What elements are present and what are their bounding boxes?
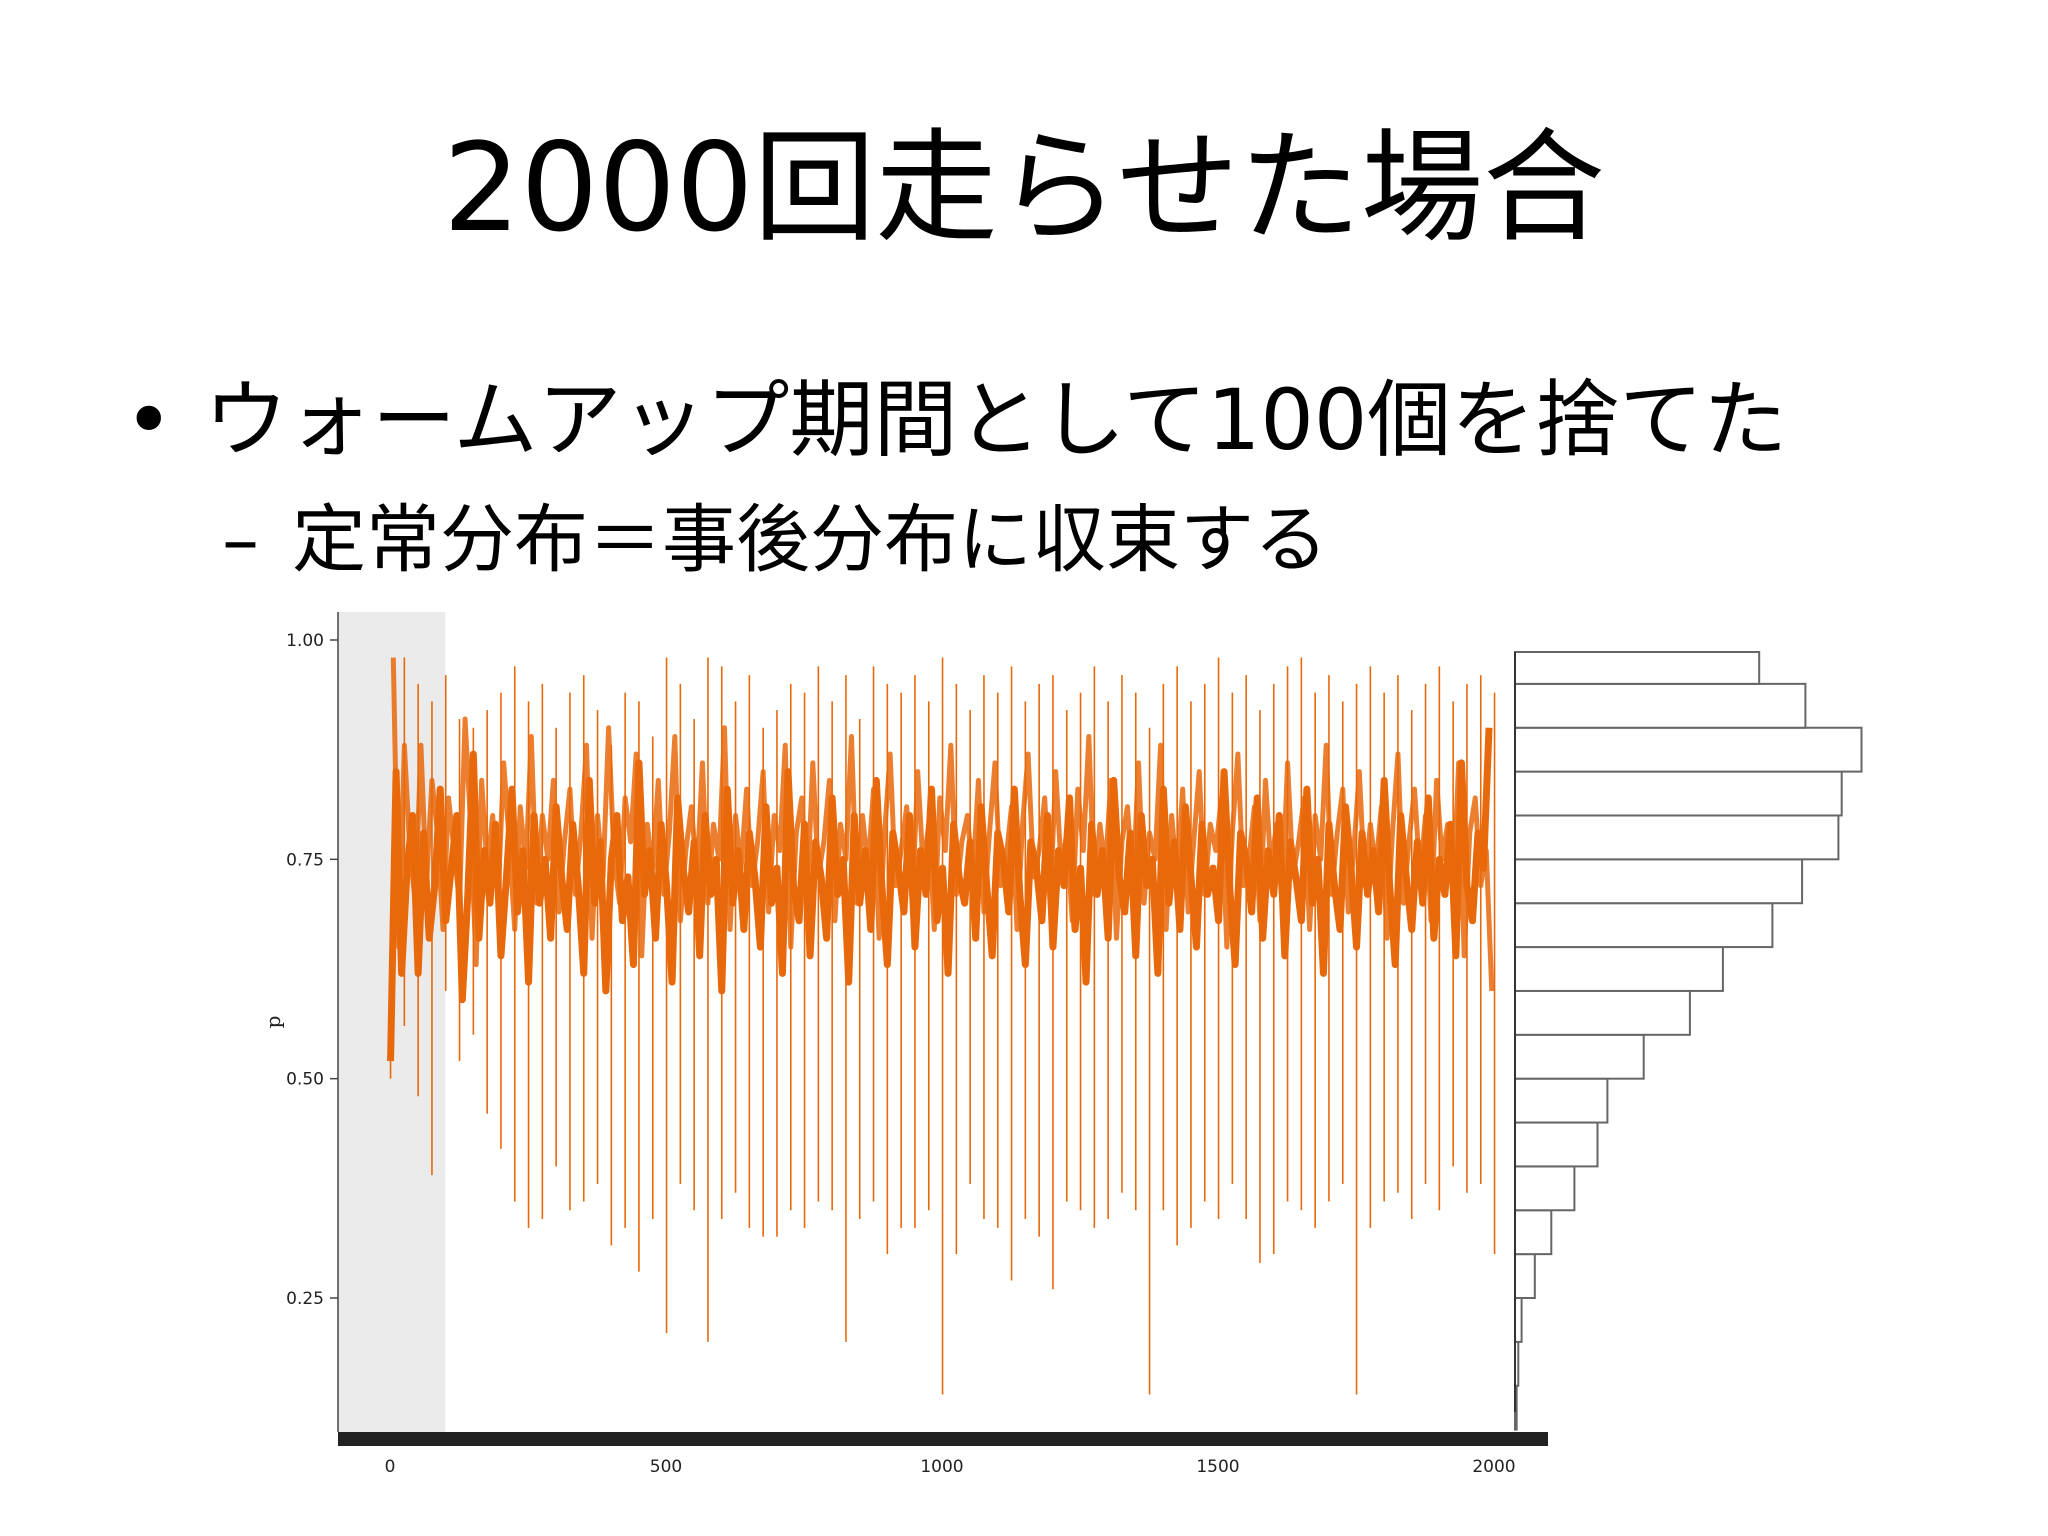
x-tick-label: 500 [650,1457,682,1477]
slide-title: 2000回走らせた場合 [442,117,1606,259]
sub-bullet-dash: – [222,497,259,583]
histogram-bar [1514,1121,1599,1168]
histogram-bar [1514,946,1724,992]
x-tick-label: 2000 [1472,1457,1515,1477]
histogram-bar [1514,814,1840,861]
bullet-item: • ウォームアップ期間として100個を捨てた [124,365,1787,475]
histogram-bar [1514,651,1761,685]
histogram-bar [1514,858,1804,905]
plot-area [338,612,1496,1432]
histogram-bar [1514,1077,1609,1124]
histogram-bar [1514,726,1863,773]
sub-bullet-text: 定常分布＝事後分布に収束する [292,497,1328,583]
axes: 0.25 0.50 0.75 1.00 p 0 500 1000 1500 2000 [261,612,1548,1477]
bullet-dot: • [124,371,174,469]
histogram-bar [1514,682,1807,729]
histogram-bar [1514,770,1843,817]
x-tick-label: 1000 [920,1457,963,1477]
y-axis-label: p [261,1016,285,1029]
histogram-bar [1514,1209,1553,1256]
x-tick-label: 1500 [1196,1457,1239,1477]
sub-bullet-item: – 定常分布＝事後分布に収束する [222,492,1328,588]
histogram-bar [1514,989,1691,1036]
bullet-text: ウォームアップ期間として100個を捨てた [204,371,1788,469]
posterior-histogram [1514,651,1863,1431]
trace-line-secondary [390,657,1495,992]
y-tick-label: 0.50 [286,1070,324,1090]
y-tick-label: 0.75 [286,850,324,870]
y-tick-label: 0.25 [286,1289,324,1309]
x-tick-label: 0 [385,1457,396,1477]
histogram-bar [1514,1165,1576,1212]
histogram-bar [1514,1033,1645,1080]
histogram-bar [1514,1253,1536,1299]
x-axis-bar [338,1432,1548,1446]
y-tick-label: 1.00 [286,631,324,651]
histogram-bar [1514,902,1774,949]
